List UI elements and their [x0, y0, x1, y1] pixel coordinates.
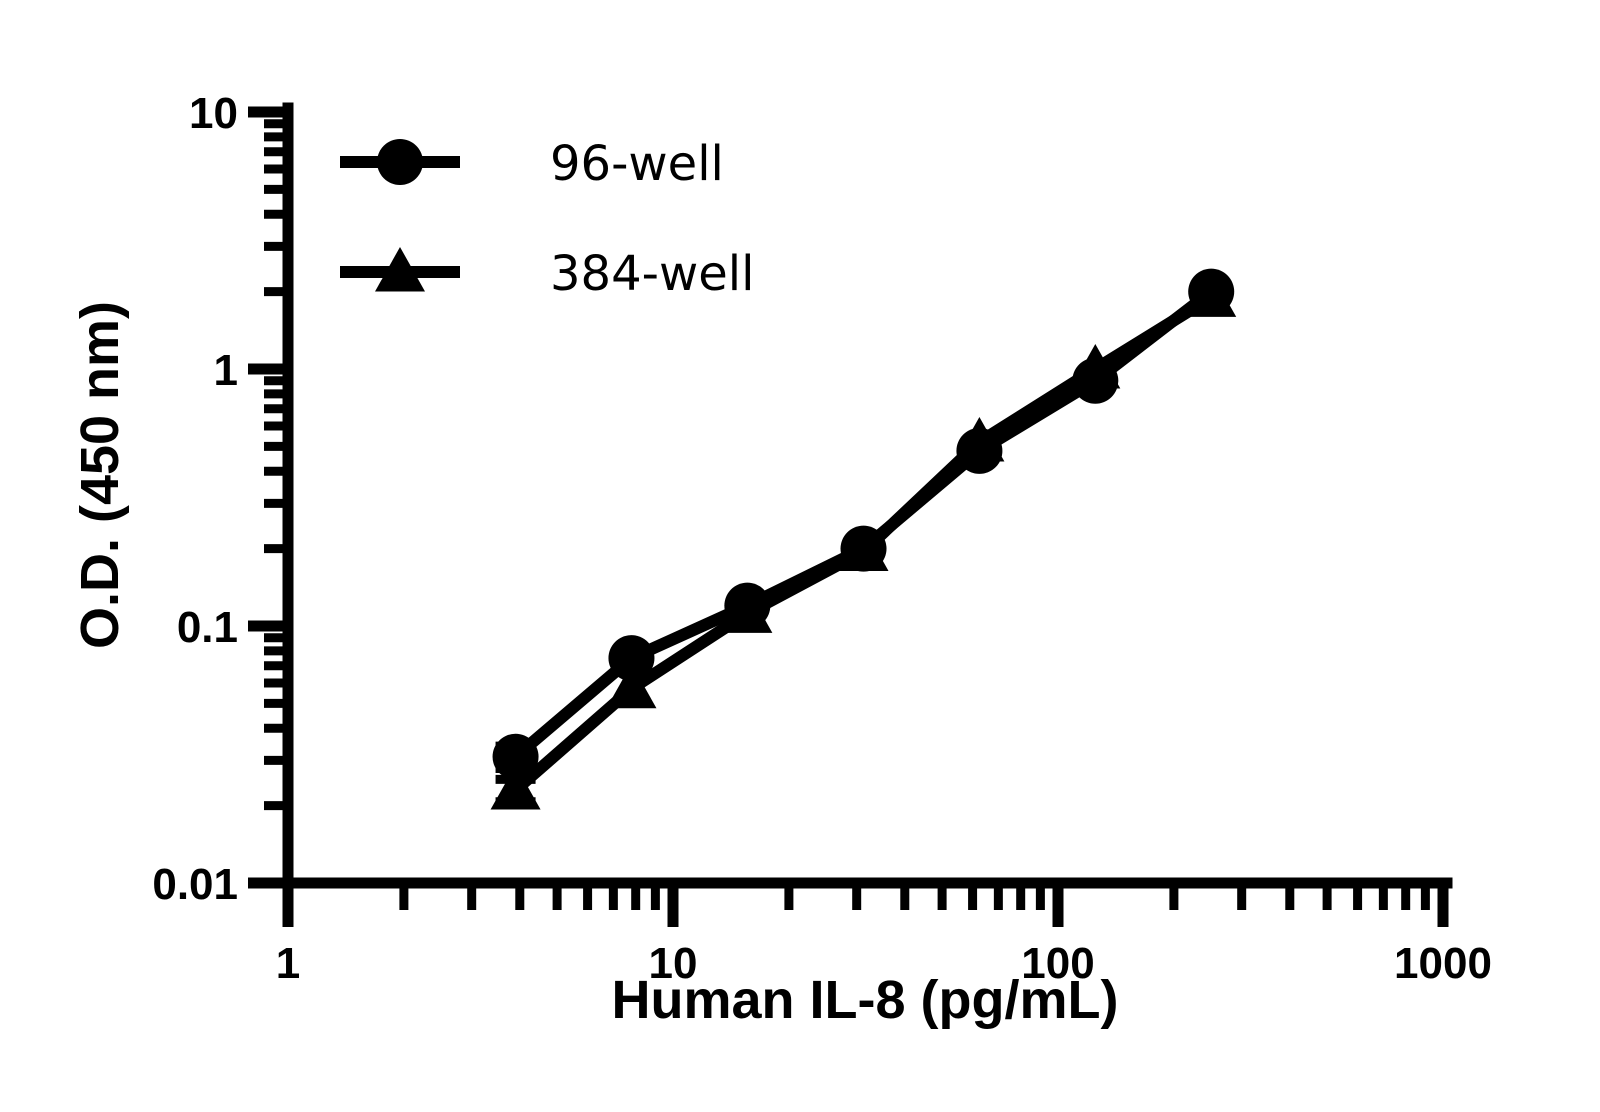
- x-axis: 1 10 100 1000: [276, 839, 1492, 988]
- y-axis-title: O.D. (450 nm): [70, 301, 130, 649]
- y-tick-label: 0.01: [152, 860, 238, 909]
- y-axis-major-ticks: [248, 106, 288, 889]
- x-axis-major-ticks: [282, 839, 1449, 927]
- data-point-triangle: [606, 663, 657, 709]
- x-tick-label: 100: [1021, 939, 1094, 988]
- data-point-circle: [956, 427, 1003, 474]
- x-axis-minor-ticks: [399, 883, 1430, 910]
- legend-label: 384-well: [550, 246, 754, 302]
- data-point-circle: [1188, 268, 1235, 315]
- x-tick-label: 1: [276, 939, 300, 988]
- y-tick-label: 0.1: [177, 603, 238, 652]
- legend-marker-circle: [377, 139, 423, 185]
- x-axis-tick-labels: 1 10 100 1000: [276, 939, 1492, 988]
- data-point-circle: [492, 733, 539, 780]
- legend-label: 96-well: [550, 136, 724, 192]
- data-point-circle: [724, 582, 771, 629]
- x-axis-title: Human IL-8 (pg/mL): [612, 970, 1119, 1030]
- y-axis-tick-labels: 10 1 0.1 0.01: [152, 89, 238, 909]
- legend-marker-triangle: [375, 247, 425, 292]
- data-point-triangle: [490, 765, 541, 810]
- chart-legend: 96-well 384-well: [340, 136, 754, 302]
- y-tick-label: 1: [214, 346, 238, 395]
- y-tick-label: 10: [189, 89, 238, 138]
- legend-entry: 384-well: [340, 246, 754, 302]
- data-point-circle: [840, 525, 887, 572]
- y-axis: 10 1 0.1 0.01: [152, 89, 294, 909]
- legend-entry: 96-well: [340, 136, 724, 192]
- x-tick-label: 1000: [1394, 939, 1492, 988]
- data-series-layer: [490, 268, 1237, 810]
- data-point-circle: [608, 635, 655, 682]
- y-axis-minor-ticks: [264, 119, 288, 811]
- x-tick-label: 10: [649, 939, 698, 988]
- data-point-circle: [1072, 357, 1119, 404]
